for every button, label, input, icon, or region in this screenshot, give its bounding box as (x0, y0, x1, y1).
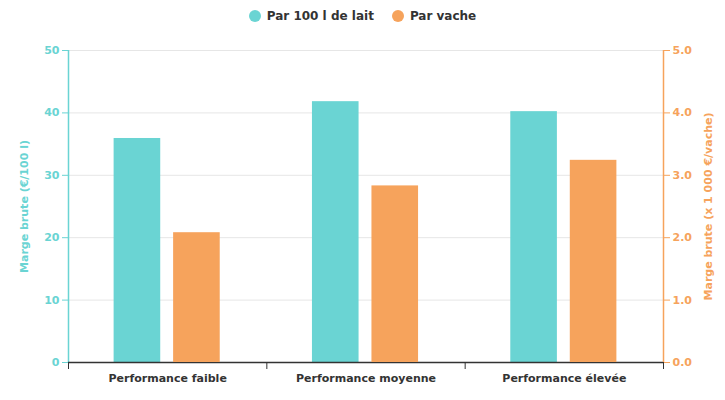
html-text:Par 100 l de lait: Par 100 l de lait (266, 9, 374, 23)
svg-text:Performance élevée: Performance élevée (502, 372, 626, 385)
svg-text:40: 40 (44, 106, 60, 119)
svg-text:2.0: 2.0 (673, 231, 693, 244)
svg-text:Performance faible: Performance faible (109, 372, 227, 385)
svg-text:Performance moyenne: Performance moyenne (296, 372, 436, 385)
svg-text:5.0: 5.0 (673, 44, 693, 57)
svg-text:3.0: 3.0 (673, 169, 693, 182)
html-text:Par vache: Par vache (409, 9, 477, 23)
svg-text:Marge brute (€/100 l): Marge brute (€/100 l) (18, 140, 31, 273)
svg-text:30: 30 (44, 169, 60, 182)
svg-text:0: 0 (52, 356, 60, 369)
svg-text:Marge brute (x 1 000 €/vache): Marge brute (x 1 000 €/vache) (702, 113, 715, 301)
svg-text:20: 20 (44, 231, 60, 244)
svg-text:4.0: 4.0 (673, 106, 693, 119)
svg-text:10: 10 (44, 294, 60, 307)
svg-text:0.0: 0.0 (673, 356, 693, 369)
svg-text:1.0: 1.0 (673, 294, 693, 307)
svg-text:50: 50 (44, 44, 60, 57)
